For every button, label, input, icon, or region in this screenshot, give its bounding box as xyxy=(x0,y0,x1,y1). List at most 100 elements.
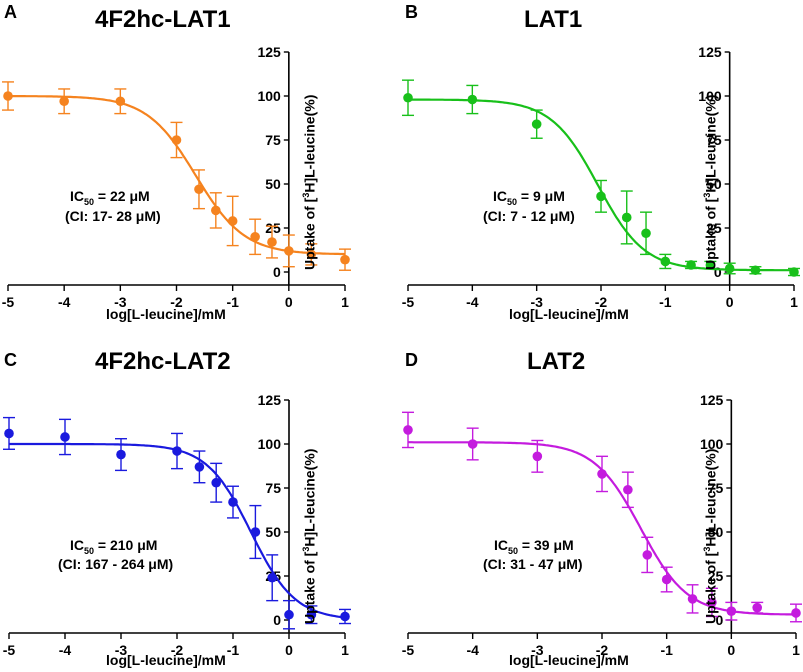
y-tick-label: 25 xyxy=(708,568,724,584)
x-tick-label: 0 xyxy=(726,294,734,310)
data-point xyxy=(790,603,802,623)
x-tick-label: 1 xyxy=(792,642,800,658)
data-marker xyxy=(596,191,606,202)
data-marker xyxy=(194,184,204,195)
x-tick-label: -5 xyxy=(402,642,415,658)
data-point xyxy=(339,608,351,625)
data-marker xyxy=(59,96,69,107)
data-point xyxy=(749,265,762,276)
data-marker xyxy=(641,228,651,239)
y-tick-label: 100 xyxy=(257,88,281,104)
data-point xyxy=(115,438,127,472)
ic50-label: IC50 = 9 μM xyxy=(493,188,565,207)
y-axis-label: Uptake of [3H]L-leucine(%) xyxy=(702,448,719,624)
y-tick-label: 100 xyxy=(700,436,724,452)
x-tick-label: -1 xyxy=(226,294,239,310)
ci-label: (CI: 31 - 47 μM) xyxy=(483,556,583,572)
x-tick-label: -1 xyxy=(660,642,673,658)
data-marker xyxy=(724,263,735,274)
data-point xyxy=(751,601,764,614)
data-marker xyxy=(789,267,799,277)
y-axis-label: Uptake of [3H]L-leucine(%) xyxy=(301,94,318,270)
data-point xyxy=(171,432,183,470)
data-point xyxy=(640,211,653,256)
y-tick-label: 25 xyxy=(265,220,281,236)
data-point xyxy=(402,411,414,449)
y-tick-label: 75 xyxy=(265,480,281,496)
data-marker xyxy=(687,594,698,604)
y-axis-label: Uptake of [3H]L-leucine(%) xyxy=(702,94,719,270)
x-tick-label: -3 xyxy=(531,642,544,658)
data-marker xyxy=(403,425,413,435)
ci-label: (CI: 17- 28 μM) xyxy=(65,208,161,224)
chart-title: 4F2hc-LAT1 xyxy=(95,6,231,33)
data-point xyxy=(266,554,279,602)
ic50-unit: μM xyxy=(544,188,565,204)
data-marker xyxy=(116,449,126,460)
fit-curve xyxy=(9,442,346,619)
data-marker xyxy=(250,527,261,537)
data-marker xyxy=(531,119,542,129)
data-point xyxy=(530,109,543,139)
y-tick-label: 0 xyxy=(273,264,281,280)
data-marker xyxy=(403,92,413,103)
x-tick-label: -4 xyxy=(466,642,479,658)
x-axis-label: log[L-leucine]/mM xyxy=(106,652,226,668)
data-point xyxy=(209,192,222,229)
data-marker xyxy=(707,597,717,608)
data-marker xyxy=(267,572,278,583)
data-marker xyxy=(172,446,182,456)
data-marker xyxy=(752,602,762,613)
data-point xyxy=(249,504,262,560)
data-marker xyxy=(250,232,260,242)
data-marker xyxy=(597,469,607,479)
data-point xyxy=(226,195,239,247)
panel-a: 0 25 50 75 100 125 -5 -4 -3 -2 -1 0 1 A 4F2hc-LAT1 I… xyxy=(0,0,401,336)
data-marker xyxy=(340,254,350,265)
data-point xyxy=(705,587,718,618)
ci-label: (CI: 167 - 264 μM) xyxy=(58,556,174,572)
data-point xyxy=(249,218,262,256)
y-axis-label: Uptake of [3H]L-leucine(%) xyxy=(301,448,318,624)
ic50-label: IC50 = 210 μM xyxy=(70,537,158,556)
panel-d: 0 25 50 75 100 125 -5 -4 -3 -2 -1 0 1 D LAT2 IC50 = … xyxy=(401,336,802,672)
y-tick-label: 75 xyxy=(706,132,722,148)
data-marker xyxy=(211,477,221,488)
ic50-value: 22 xyxy=(109,188,126,204)
panel-label: A xyxy=(4,2,17,22)
data-point xyxy=(685,260,698,270)
y-tick-label: 125 xyxy=(257,44,281,60)
ic50-unit: μM xyxy=(129,188,150,204)
ic50-unit: μM xyxy=(137,537,158,553)
data-point xyxy=(193,450,206,484)
ic50-label: IC50 = 22 μM xyxy=(70,188,150,207)
data-point xyxy=(788,267,800,277)
data-marker xyxy=(306,609,317,620)
x-axis-label: log[L-leucine]/mM xyxy=(509,306,629,322)
data-point xyxy=(210,462,223,503)
data-point xyxy=(595,179,607,213)
data-marker xyxy=(750,265,761,276)
ic50-value: 39 xyxy=(533,537,550,553)
data-marker xyxy=(4,428,14,439)
data-point xyxy=(659,253,672,270)
data-point xyxy=(227,485,239,519)
ic50-value: 9 xyxy=(532,188,541,204)
data-marker xyxy=(642,550,653,560)
data-point xyxy=(725,601,738,621)
data-marker xyxy=(532,451,543,462)
y-tick-label: 50 xyxy=(265,176,281,192)
data-point xyxy=(704,260,717,270)
x-tick-label: -2 xyxy=(595,294,608,310)
data-marker xyxy=(660,256,671,267)
chart-title: 4F2hc-LAT2 xyxy=(95,348,231,375)
x-tick-label: -3 xyxy=(530,294,543,310)
x-tick-label: 0 xyxy=(727,642,735,658)
data-point xyxy=(114,88,127,115)
x-tick-label: -2 xyxy=(170,294,183,310)
x-tick-label: 1 xyxy=(790,294,798,310)
data-point xyxy=(723,262,736,275)
